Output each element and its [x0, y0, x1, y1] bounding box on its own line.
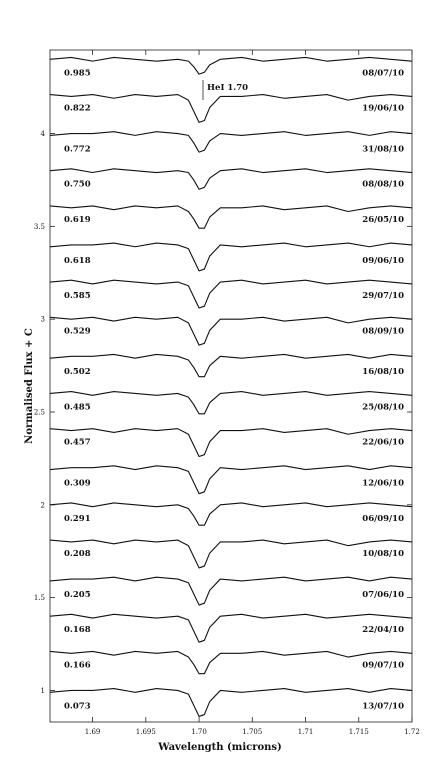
- phase-label: 0.822: [64, 104, 91, 114]
- plot-frame: [49, 49, 413, 723]
- spectrum: [49, 316, 413, 346]
- phase-label: 0.750: [64, 180, 91, 190]
- date-label: 26/05/10: [362, 215, 404, 225]
- spectrum: [49, 279, 413, 309]
- date-label: 31/08/10: [362, 144, 404, 154]
- phase-label: 0.166: [64, 660, 91, 670]
- phase-label: 0.168: [64, 625, 91, 635]
- x-tick-label: 1.69: [85, 728, 101, 736]
- date-label: 08/08/10: [362, 180, 404, 190]
- spectrum: [49, 205, 413, 229]
- phase-label: 0.457: [64, 438, 91, 448]
- date-label: 25/08/10: [362, 402, 404, 412]
- phase-label: 0.529: [64, 326, 91, 336]
- y-tick-label: 4: [41, 130, 46, 138]
- spectrum: [49, 465, 413, 495]
- x-axis-label: Wavelength (microns): [157, 742, 282, 753]
- phase-label: 0.485: [64, 402, 91, 412]
- phase-label: 0.585: [64, 291, 91, 301]
- y-tick-label: 3.5: [34, 223, 45, 231]
- date-label: 22/04/10: [362, 625, 404, 635]
- date-label: 06/09/10: [362, 514, 404, 524]
- phase-label: 0.205: [64, 590, 91, 600]
- phase-label: 0.073: [64, 701, 91, 711]
- spectrum: [49, 576, 413, 606]
- x-tick-label: 1.70: [191, 728, 207, 736]
- date-label: 09/07/10: [362, 660, 404, 670]
- date-label: 29/07/10: [362, 291, 404, 301]
- phase-label: 0.985: [64, 68, 91, 78]
- spectrum: [49, 168, 413, 190]
- date-label: 09/06/10: [362, 256, 404, 266]
- spectrum: [49, 131, 413, 153]
- date-label: 16/08/10: [362, 367, 404, 377]
- spectrum: [49, 94, 413, 123]
- date-label: 12/06/10: [362, 479, 404, 489]
- y-axis-label: Normalised Flux + C: [24, 328, 35, 444]
- date-label: 19/06/10: [362, 104, 404, 114]
- date-label: 22/06/10: [362, 438, 404, 448]
- spectrum: [49, 539, 413, 569]
- spectrum: [49, 688, 413, 717]
- date-label: 13/07/10: [362, 701, 404, 711]
- spectrum: [49, 242, 413, 272]
- y-tick-label: 2.5: [34, 408, 45, 416]
- x-tick-label: 1.715: [349, 728, 369, 736]
- y-tick-label: 3: [41, 316, 45, 324]
- phase-label: 0.291: [64, 514, 91, 524]
- spectrum: [49, 502, 413, 526]
- date-label: 10/08/10: [362, 549, 404, 559]
- spectrum: [49, 428, 413, 458]
- y-tick-label: 2: [41, 501, 45, 509]
- x-tick-label: 1.72: [404, 728, 420, 736]
- spectrum: [49, 650, 413, 675]
- spectrum: [49, 391, 413, 415]
- annotation: HeI 1.70: [207, 83, 248, 93]
- phase-label: 0.619: [64, 215, 91, 225]
- spectrum: [49, 353, 413, 378]
- x-tick-label: 1.71: [298, 728, 314, 736]
- y-tick-label: 1.5: [34, 594, 45, 602]
- x-tick-label: 1.705: [242, 728, 262, 736]
- y-tick-label: 1: [41, 687, 45, 695]
- x-tick-label: 1.695: [136, 728, 156, 736]
- phase-label: 0.208: [64, 549, 91, 559]
- phase-label: 0.502: [64, 367, 91, 377]
- spectrum: [49, 56, 413, 75]
- date-label: 07/06/10: [362, 590, 404, 600]
- phase-label: 0.309: [64, 479, 91, 489]
- date-label: 08/07/10: [362, 68, 404, 78]
- date-label: 08/09/10: [362, 326, 404, 336]
- spectrum: [49, 613, 413, 643]
- phase-label: 0.618: [64, 256, 91, 266]
- phase-label: 0.772: [64, 144, 91, 154]
